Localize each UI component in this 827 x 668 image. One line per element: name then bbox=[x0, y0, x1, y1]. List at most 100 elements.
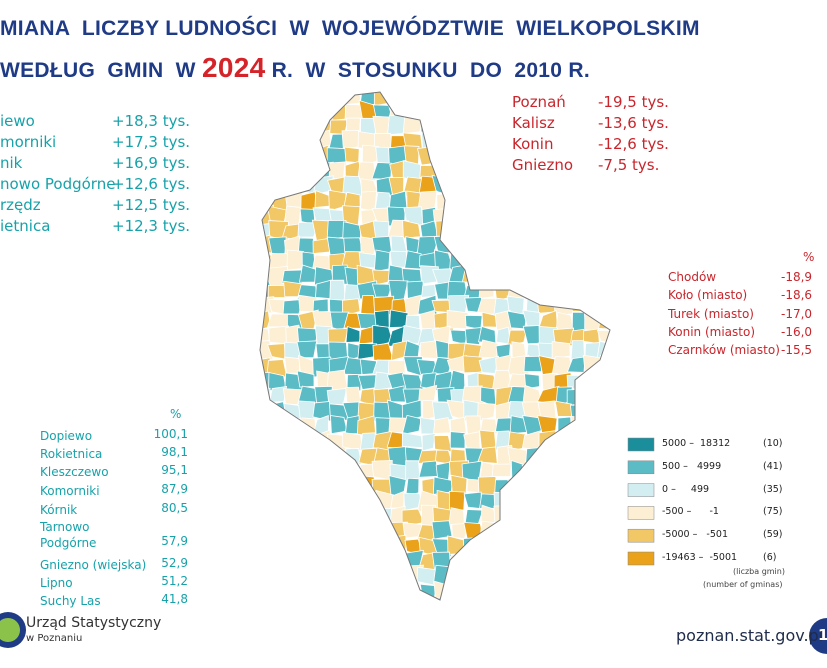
map-region bbox=[541, 445, 558, 467]
map-region bbox=[479, 114, 499, 136]
map-region bbox=[260, 509, 271, 524]
legend-note: (liczba gmin) bbox=[733, 567, 785, 576]
map-region bbox=[446, 581, 468, 600]
map-region bbox=[316, 580, 334, 600]
map-region bbox=[568, 92, 586, 105]
map-region bbox=[267, 417, 286, 438]
map-region bbox=[267, 176, 290, 198]
map-region bbox=[297, 549, 318, 570]
loss-value: -12,6 tys. bbox=[598, 135, 669, 153]
map-region bbox=[343, 596, 365, 600]
map-region bbox=[346, 535, 363, 556]
map-region bbox=[260, 100, 273, 123]
title-part: WEDŁUG GMIN W bbox=[0, 59, 196, 82]
gain-pct-name: Komorniki bbox=[40, 484, 100, 498]
gain-pct-value: 41,8 bbox=[161, 592, 188, 606]
map-region bbox=[556, 520, 574, 542]
map-region bbox=[582, 388, 601, 405]
map-region bbox=[506, 520, 527, 539]
map-region bbox=[312, 507, 333, 527]
map-region bbox=[478, 339, 499, 358]
map-region bbox=[495, 222, 511, 243]
map-region bbox=[282, 474, 303, 497]
gain-name: iewo bbox=[0, 112, 35, 130]
map-region bbox=[523, 268, 543, 285]
map-region bbox=[478, 279, 495, 299]
map-region bbox=[509, 238, 528, 258]
map-region bbox=[507, 221, 525, 241]
map-region bbox=[342, 549, 365, 572]
map-region bbox=[312, 100, 334, 123]
map-region bbox=[582, 594, 603, 600]
loss-pct-name: Turek (miasto) bbox=[668, 306, 754, 321]
map-region bbox=[299, 160, 320, 179]
loss-pct-name: Konin (miasto) bbox=[668, 324, 756, 339]
map-region bbox=[281, 148, 305, 168]
map-region bbox=[405, 477, 420, 497]
gain-pct-name: Kórnik bbox=[40, 503, 78, 517]
map-region bbox=[539, 205, 559, 224]
map-region bbox=[601, 415, 610, 437]
map-region bbox=[570, 100, 589, 121]
map-region bbox=[494, 583, 513, 600]
legend-range: 5000 – 18312 bbox=[662, 438, 731, 449]
map-region bbox=[538, 475, 556, 497]
map-region bbox=[481, 235, 499, 254]
map-region bbox=[461, 251, 485, 269]
map-region bbox=[315, 429, 333, 452]
map-region bbox=[270, 92, 289, 106]
map-region bbox=[525, 446, 542, 467]
map-region bbox=[344, 566, 364, 586]
map-region bbox=[552, 250, 573, 270]
map-region bbox=[450, 208, 467, 226]
map-region bbox=[597, 191, 610, 212]
map-region bbox=[372, 550, 393, 573]
map-region bbox=[492, 177, 515, 193]
loss-name: Gniezno bbox=[512, 156, 574, 174]
map-region bbox=[598, 207, 610, 225]
map-region bbox=[297, 580, 320, 600]
legend-swatch bbox=[627, 437, 655, 452]
map-region bbox=[464, 222, 484, 242]
map-region bbox=[582, 535, 600, 556]
map-region bbox=[597, 597, 610, 600]
map-region bbox=[494, 206, 513, 226]
map-region bbox=[495, 537, 512, 558]
map-region bbox=[583, 175, 604, 198]
map-region bbox=[266, 506, 288, 524]
map-region bbox=[296, 99, 320, 119]
map-region bbox=[493, 504, 512, 528]
map-region bbox=[420, 598, 440, 600]
map-region bbox=[509, 266, 530, 286]
map-region bbox=[495, 523, 513, 542]
map-region bbox=[371, 162, 392, 180]
map-region bbox=[299, 417, 317, 436]
map-region bbox=[597, 176, 610, 195]
map-region bbox=[405, 460, 421, 481]
map-region bbox=[567, 537, 589, 558]
legend-swatch bbox=[627, 506, 655, 520]
legend-note: (number of gminas) bbox=[703, 580, 783, 589]
map-region bbox=[567, 507, 588, 525]
loss-pct-value: -16,0 bbox=[781, 324, 813, 339]
map-region bbox=[267, 462, 290, 482]
gain-value: +16,9 tys. bbox=[112, 154, 191, 172]
page-badge bbox=[809, 618, 827, 654]
map-region bbox=[479, 520, 499, 542]
title-part: R. W STOSUNKU DO 2010 R. bbox=[271, 59, 590, 82]
map-region bbox=[495, 190, 514, 213]
map-region bbox=[373, 249, 391, 273]
gain-pct-name: Tarnowo Podgórne bbox=[40, 520, 97, 550]
map-region bbox=[465, 206, 483, 227]
loss-pct-value: -18,9 bbox=[781, 270, 813, 284]
map-region bbox=[491, 566, 512, 585]
map-region bbox=[493, 117, 513, 138]
map-region bbox=[269, 493, 290, 511]
map-region bbox=[269, 119, 289, 134]
map-region bbox=[282, 595, 305, 600]
map-region bbox=[462, 99, 483, 121]
map-region bbox=[526, 579, 545, 600]
map-region bbox=[462, 355, 483, 374]
map-region bbox=[260, 401, 274, 423]
map-region bbox=[507, 251, 526, 272]
